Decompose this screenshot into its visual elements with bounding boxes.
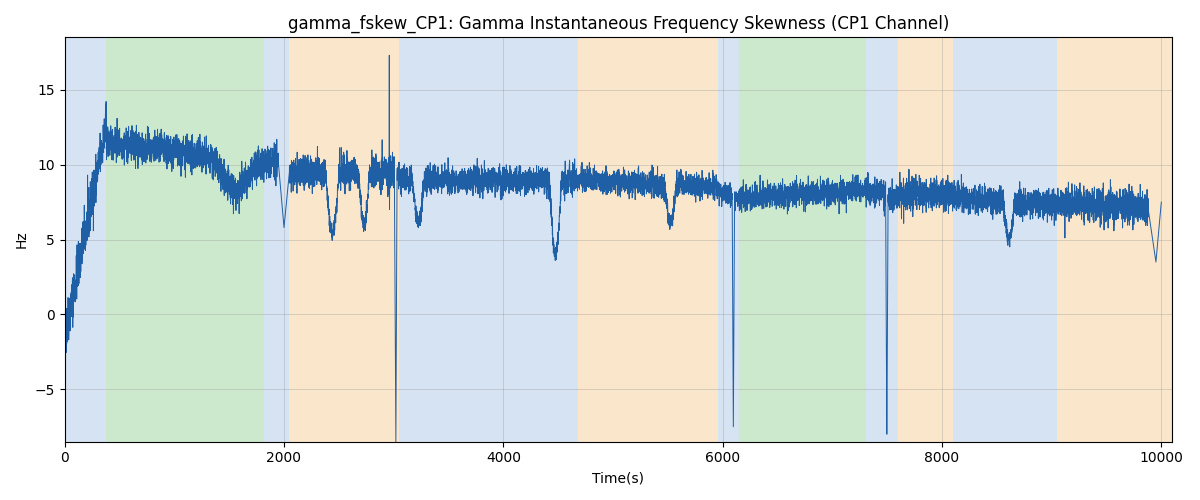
Bar [1057, 38, 1172, 442]
Bar [65, 38, 107, 442]
Bar [866, 38, 898, 442]
Title: gamma_fskew_CP1: Gamma Instantaneous Frequency Skewness (CP1 Channel): gamma_fskew_CP1: Gamma Instantaneous Fre… [288, 15, 949, 34]
Bar [578, 38, 719, 442]
Bar [289, 38, 400, 442]
Bar [953, 38, 1057, 442]
Bar [264, 38, 289, 442]
Bar [898, 38, 953, 442]
Bar [400, 38, 578, 442]
Bar [107, 38, 264, 442]
X-axis label: Time(s): Time(s) [593, 471, 644, 485]
Bar [719, 38, 739, 442]
Y-axis label: Hz: Hz [14, 230, 29, 248]
Bar [739, 38, 866, 442]
